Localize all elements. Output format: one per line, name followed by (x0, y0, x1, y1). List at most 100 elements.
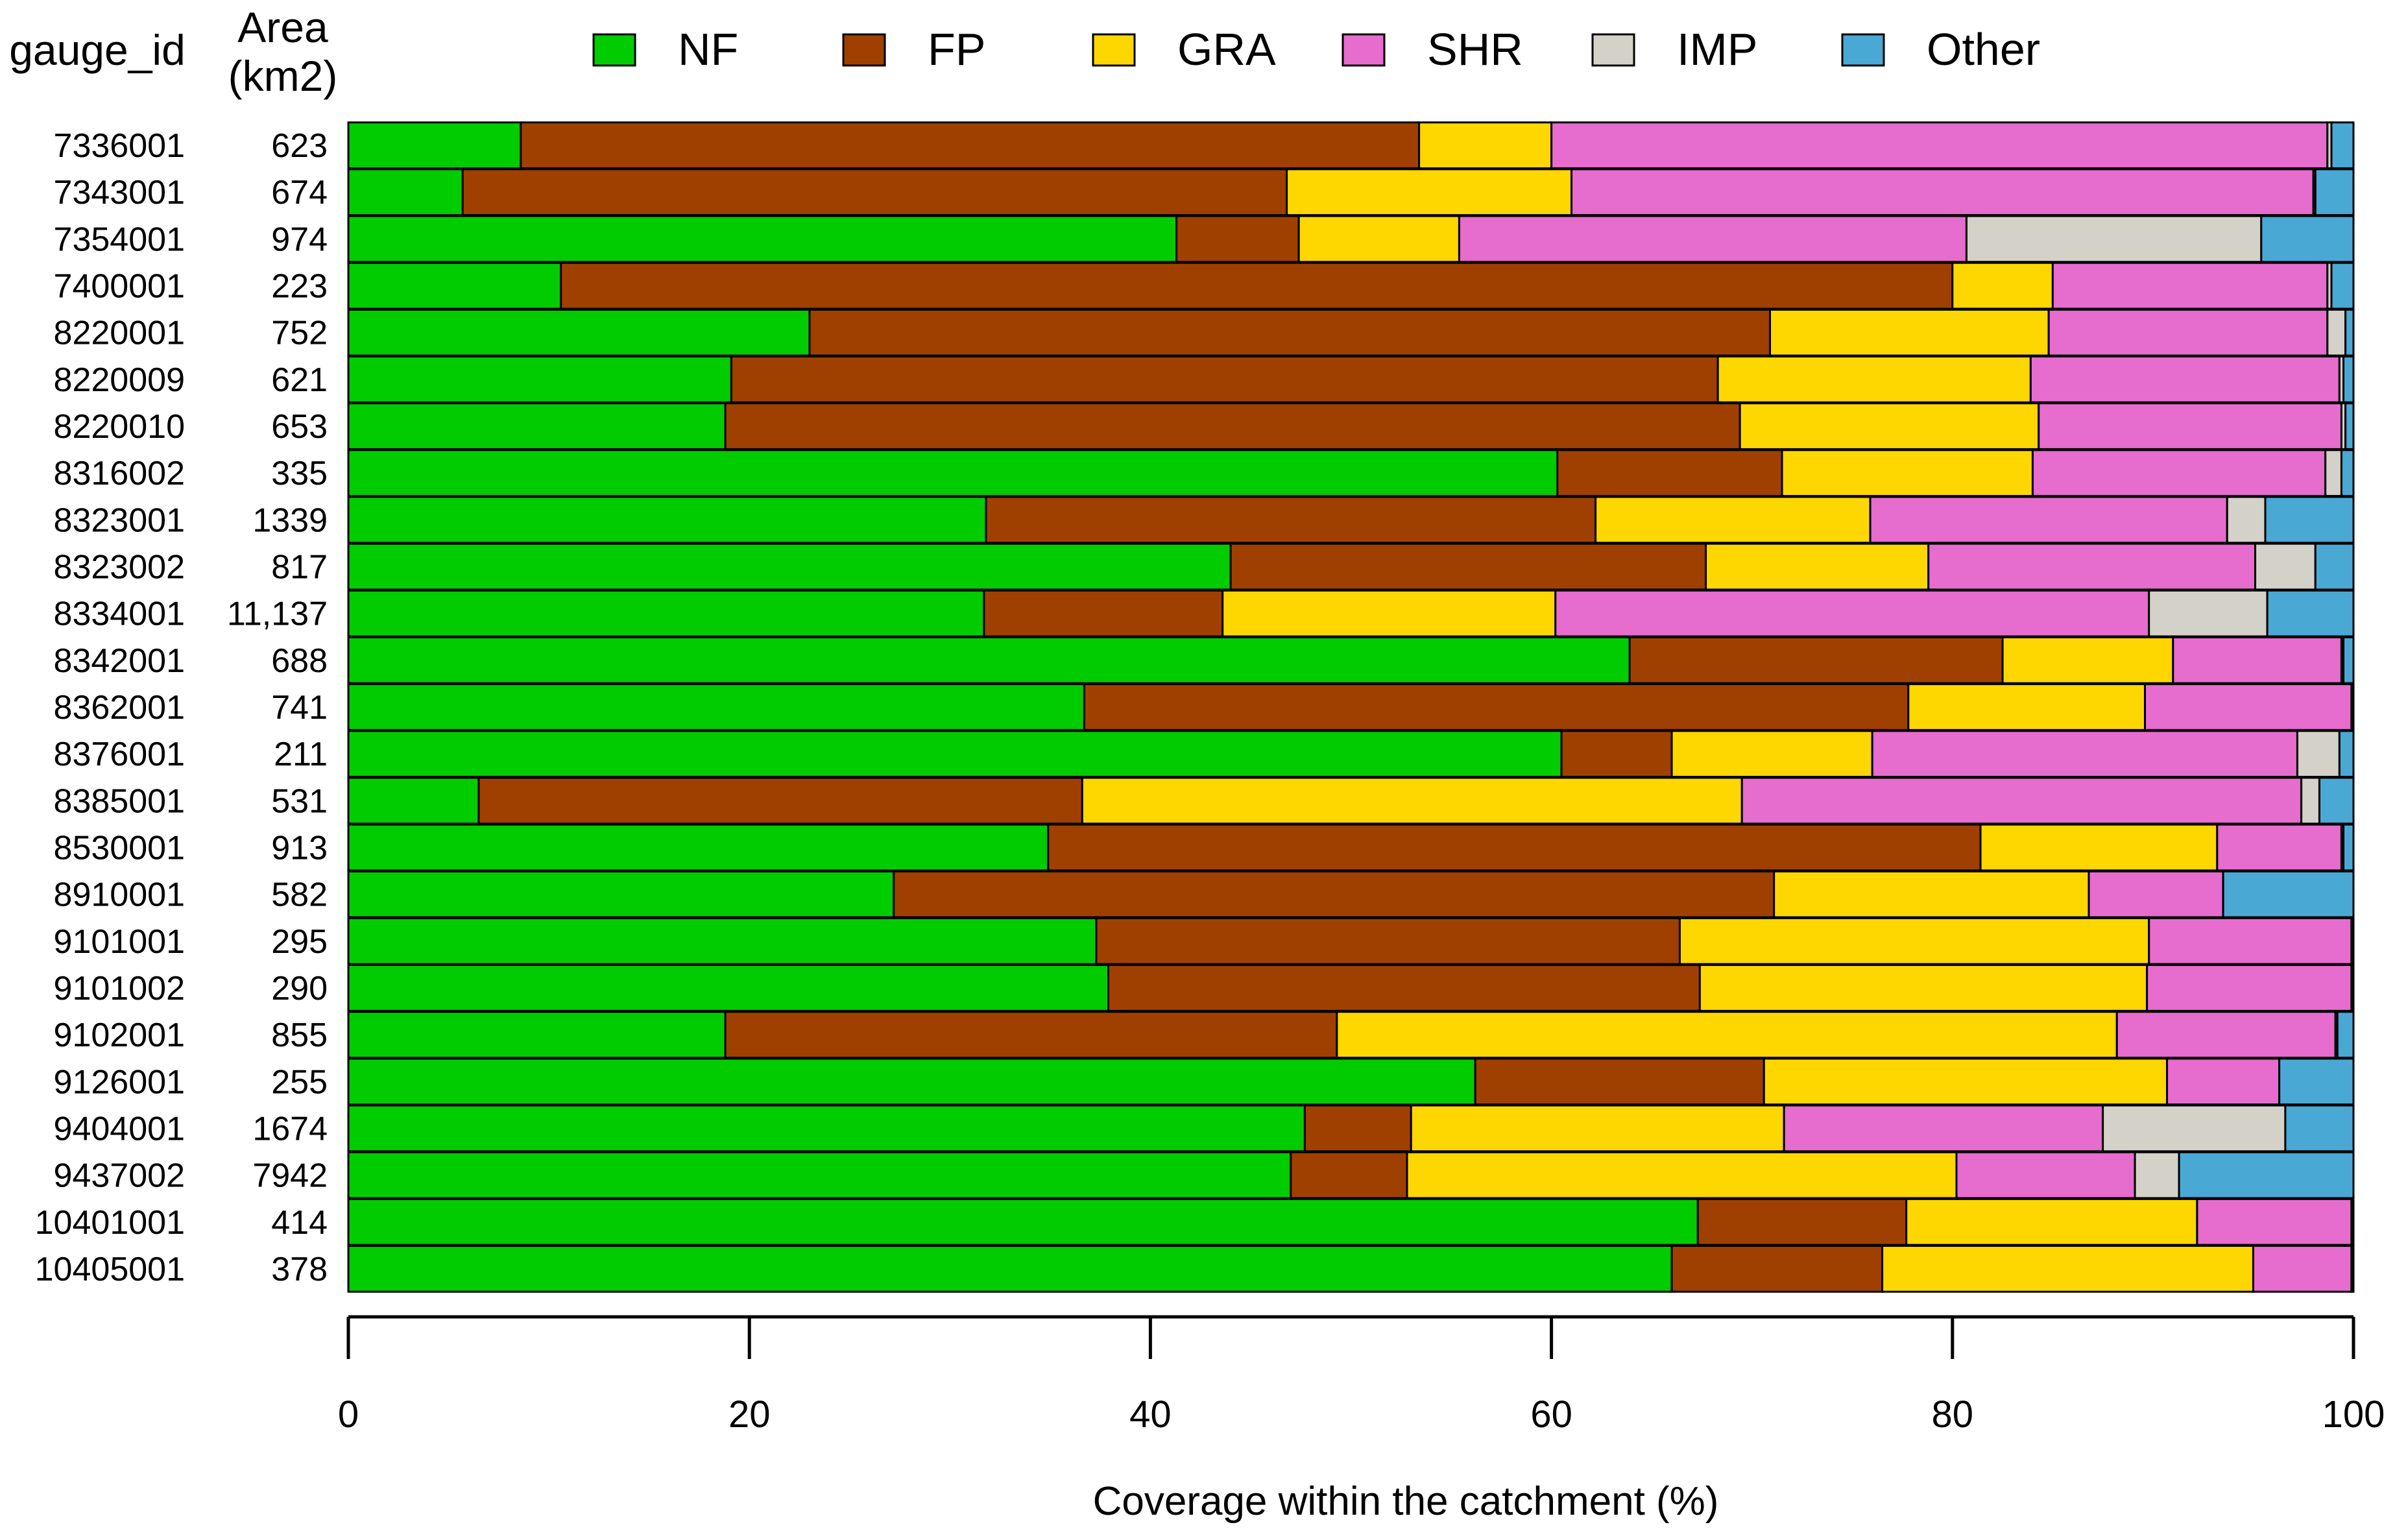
bar-segment-other (2284, 1104, 2355, 1153)
bar-segment-other (2178, 1151, 2355, 1199)
bar-segment-nf (347, 1104, 1306, 1153)
legend-swatch-other (1841, 33, 1885, 67)
bar-segment-shr (1783, 1104, 2104, 1153)
bar-segment-gra (1907, 683, 2147, 731)
area-label: 414 (271, 1204, 328, 1242)
bar-segment-nf (347, 776, 480, 825)
bar-segment-other (2350, 917, 2355, 965)
bar-row-10405001: 10405001 378 (35, 1245, 2355, 1293)
bar-row-9437002: 9437002 7942 (54, 1151, 2355, 1199)
bar-segment-fp (1083, 683, 1910, 731)
bar-segment-shr (1871, 730, 2298, 778)
bar-row-7354001: 7354001 974 (54, 215, 2355, 263)
bar-row-8910001: 8910001 582 (54, 870, 2355, 919)
bar-row-8362001: 8362001 741 (54, 683, 2355, 731)
bar-segment-fp (1047, 823, 1982, 872)
bar-segment-gra (1763, 1057, 2169, 1106)
bar-segment-fp (985, 496, 1597, 544)
bar-row-9101001: 9101001 295 (54, 917, 2355, 965)
area-label: 1339 (252, 501, 328, 539)
area-label: 1674 (252, 1110, 328, 1148)
bar-segment-nf (347, 636, 1631, 684)
bar-row-8530001: 8530001 913 (54, 823, 2355, 872)
area-label: 653 (271, 408, 328, 446)
area-label: 335 (271, 455, 328, 492)
bar-segment-other (2342, 636, 2355, 684)
area-label: 295 (271, 923, 328, 961)
area-label: 255 (271, 1063, 328, 1101)
gauge-id-label: 8323002 (54, 549, 185, 586)
gauge-id-label: 7343001 (54, 174, 185, 211)
x-tick-label: 40 (1129, 1393, 1172, 1436)
bar-segment-fp (1229, 542, 1707, 591)
area-header-line2: (km2) (228, 52, 338, 100)
area-label: 582 (271, 876, 328, 914)
bar-segment-nf (347, 917, 1098, 965)
bar-segment-fp (1696, 1197, 1908, 1246)
legend: NF FP GRA SHR IMP Other (592, 24, 2040, 75)
legend-swatch-nf (592, 33, 636, 67)
bar-row-8220001: 8220001 752 (54, 308, 2355, 357)
bar-segment-gra (1418, 121, 1553, 169)
bar-segment-gra (1406, 1151, 1958, 1199)
area-label: 913 (271, 829, 328, 867)
area-label: 741 (271, 689, 328, 727)
bar-segment-shr (1869, 496, 2228, 544)
gauge-id-label: 8376001 (54, 736, 185, 773)
bar-segment-imp (2226, 496, 2267, 544)
gauge-id-label: 10405001 (35, 1251, 185, 1288)
x-tick-label: 100 (2322, 1393, 2385, 1436)
bar-segment-nf (347, 589, 985, 638)
bar-segment-gra (1881, 1245, 2254, 1293)
gauge-id-label: 9101002 (54, 970, 185, 1007)
gauge-id-label: 9101001 (54, 923, 185, 961)
gauge-id-label: 10401001 (35, 1204, 185, 1242)
x-tick-label: 0 (338, 1393, 359, 1436)
bar-segment-nf (347, 261, 562, 310)
bar-segment-imp (2102, 1104, 2287, 1153)
bar-segment-shr (2216, 823, 2342, 872)
bar-segment-other (2350, 1197, 2355, 1246)
bar-segment-imp (2300, 776, 2320, 825)
bar-segment-nf (347, 496, 987, 544)
bar-segment-other (2314, 542, 2355, 591)
bar-segment-shr (1458, 215, 1968, 263)
bar-segment-gra (1670, 730, 1873, 778)
legend-label-other: Other (1927, 24, 2040, 75)
bar-segment-gra (1081, 776, 1743, 825)
bar-segment-gra (1905, 1197, 2198, 1246)
bar-row-9102001: 9102001 855 (54, 1011, 2355, 1059)
area-label: 7942 (252, 1157, 328, 1195)
gauge-id-label: 8323001 (54, 501, 185, 539)
bar-segment-nf (347, 355, 732, 403)
bar-segment-gra (1595, 496, 1871, 544)
bar-segment-fp (983, 589, 1224, 638)
bar-segment-gra (1979, 823, 2219, 872)
area-label: 974 (271, 221, 328, 258)
gauge-id-label: 8334001 (54, 596, 185, 633)
area-label: 817 (271, 549, 328, 586)
area-label: 223 (271, 268, 328, 306)
bar-row-8323002: 8323002 817 (54, 542, 2355, 591)
bar-segment-shr (2172, 636, 2342, 684)
bar-segment-shr (2252, 1245, 2353, 1293)
bar-segment-imp (2148, 589, 2269, 638)
bar-segment-nf (347, 308, 811, 357)
bar-segment-gra (1678, 917, 2150, 965)
gauge-id-label: 8362001 (54, 689, 185, 727)
bar-segment-fp (477, 776, 1083, 825)
bar-segment-other (2330, 121, 2355, 169)
bar-segment-nf (347, 449, 1559, 498)
bar-segment-nf (347, 964, 1109, 1012)
gauge-id-label: 8530001 (54, 829, 185, 867)
bar-segment-fp (520, 121, 1421, 169)
bar-segment-other (2350, 683, 2355, 731)
bar-segment-other (2266, 589, 2355, 638)
bar-rows: 7336001 623 7343001 674 7354001 974 7400001 223… (35, 121, 2355, 1293)
area-header-line1: Area (237, 3, 328, 51)
bar-segment-gra (1705, 542, 1930, 591)
bar-row-10401001: 10401001 414 (35, 1197, 2355, 1246)
bar-segment-fp (1670, 1245, 1884, 1293)
bar-segment-other (2278, 1057, 2355, 1106)
